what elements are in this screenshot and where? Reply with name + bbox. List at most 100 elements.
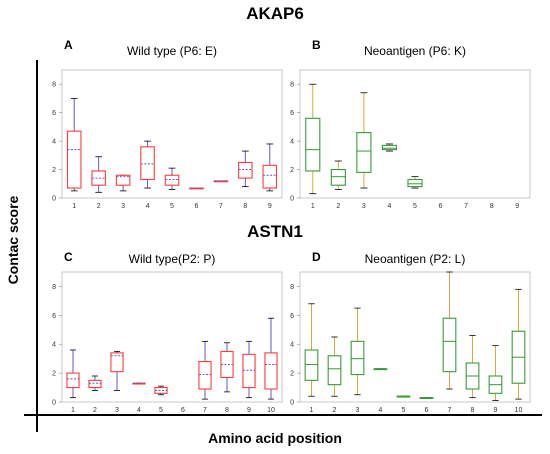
plot-area [299, 271, 531, 403]
box-7 [198, 340, 212, 400]
section-title-akap6: AKAP6 [246, 4, 304, 23]
box-3 [356, 92, 372, 189]
y-tick-label: 0 [290, 400, 294, 407]
x-tick-label: 8 [243, 203, 247, 210]
x-tick-label: 9 [247, 407, 251, 414]
box-3 [350, 307, 365, 396]
x-tick-label: 6 [194, 203, 198, 210]
x-tick-label: 7 [448, 407, 452, 414]
x-tick-label: 1 [310, 407, 314, 414]
box-body [115, 174, 131, 186]
x-tick-label: 10 [515, 407, 523, 414]
x-tick-label: 7 [464, 203, 468, 210]
box-body [305, 117, 321, 172]
figure-y-axis-line [36, 60, 38, 432]
box-8 [465, 335, 480, 399]
box-5 [154, 385, 168, 396]
y-tick-label: 0 [52, 400, 56, 407]
box-body [242, 353, 256, 389]
x-tick-label: 3 [356, 407, 360, 414]
box-5 [407, 176, 423, 189]
x-tick-label: 8 [471, 407, 475, 414]
panel-title-b: Neoantigen (P6: K) [363, 44, 467, 58]
x-tick-label: 2 [93, 407, 97, 414]
box-body [264, 352, 278, 390]
x-tick-label: 4 [137, 407, 141, 414]
y-tick-label: 4 [52, 342, 56, 349]
box-1 [66, 98, 82, 192]
box-body [88, 379, 102, 389]
plot-area [61, 271, 283, 403]
x-tick-label: 9 [494, 407, 498, 414]
panel-letter-a: A [64, 38, 73, 52]
box-2 [88, 375, 102, 391]
x-tick-label: 4 [146, 203, 150, 210]
y-tick-label: 6 [52, 110, 56, 117]
x-tick-label: 6 [425, 407, 429, 414]
y-tick-label: 2 [290, 167, 294, 174]
y-tick-label: 4 [290, 139, 294, 146]
chart-panel-b: 0 2 4 6 8 1 2 3 4 5 6 7 8 9 [290, 69, 531, 210]
box-4 [132, 382, 146, 385]
y-tick-label: 8 [52, 82, 56, 89]
box-4 [373, 368, 388, 371]
box-6 [189, 187, 204, 190]
panel-title-d: Neoantigen (P2: L) [364, 252, 466, 266]
box-body [164, 174, 180, 186]
plot-area [61, 69, 283, 199]
box-body [110, 352, 124, 373]
x-tick-label: 2 [333, 407, 337, 414]
box-5 [396, 395, 411, 398]
x-tick-label: 3 [362, 203, 366, 210]
y-tick-label: 2 [52, 371, 56, 378]
x-tick-label: 6 [181, 407, 185, 414]
box-3 [115, 174, 131, 192]
box-body [140, 146, 155, 181]
box-body [66, 372, 80, 389]
box-3 [110, 351, 124, 391]
x-axis-title: Amino acid position [208, 430, 342, 446]
x-tick-label: 1 [72, 203, 76, 210]
box-9 [242, 340, 256, 399]
x-tick-label: 4 [387, 203, 391, 210]
x-tick-label: 1 [71, 407, 75, 414]
panel-letter-b: B [312, 38, 321, 52]
box-body [356, 132, 372, 173]
box-body [407, 178, 423, 188]
x-tick-label: 10 [267, 407, 275, 414]
x-tick-label: 8 [490, 203, 494, 210]
x-tick-label: 3 [115, 407, 119, 414]
box-10 [264, 317, 278, 400]
box-body [330, 169, 346, 186]
x-tick-label: 9 [515, 203, 519, 210]
box-1 [66, 349, 80, 399]
box-body [66, 130, 82, 189]
y-tick-label: 6 [290, 313, 294, 320]
box-2 [327, 336, 342, 397]
chart-panel-a: 0 2 4 6 8 1 2 3 4 5 6 7 8 9 [52, 69, 283, 210]
y-tick-label: 8 [52, 284, 56, 291]
x-tick-label: 7 [219, 203, 223, 210]
box-body [327, 355, 342, 386]
section-title-astn1: ASTN1 [247, 222, 303, 241]
box-8 [238, 150, 253, 188]
y-tick-label: 4 [52, 139, 56, 146]
box-7 [442, 271, 457, 390]
box-body [304, 349, 319, 381]
box-1 [305, 83, 321, 195]
x-tick-label: 8 [225, 407, 229, 414]
x-tick-label: 6 [439, 203, 443, 210]
y-tick-label: 6 [290, 110, 294, 117]
y-tick-label: 2 [290, 371, 294, 378]
box-9 [488, 345, 503, 401]
chart-panel-c: 0 2 4 6 8 1 2 3 4 5 6 7 8 9 10 [52, 271, 283, 414]
x-tick-label: 4 [379, 407, 383, 414]
box-body [238, 161, 253, 179]
x-tick-label: 5 [413, 203, 417, 210]
x-tick-label: 1 [311, 203, 315, 210]
box-2 [91, 156, 106, 193]
figure-x-axis-line [24, 414, 542, 416]
y-tick-label: 6 [52, 313, 56, 320]
box-4 [140, 140, 155, 189]
